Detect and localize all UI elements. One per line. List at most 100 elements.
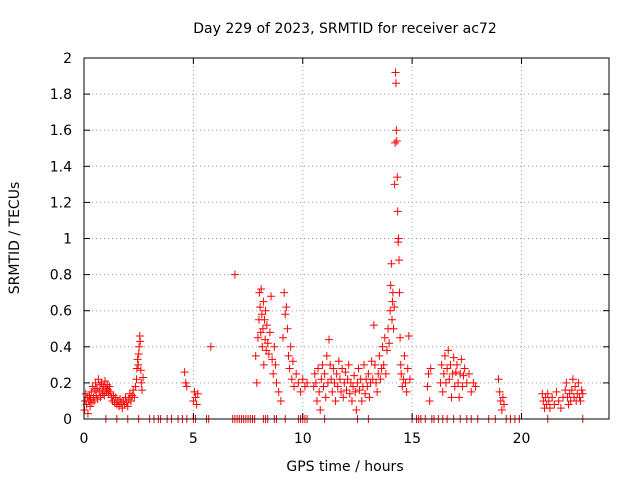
data-point [367,357,376,366]
axis-ticks: 00.20.40.60.811.21.41.61.820 5 10 15 20 [50,51,609,447]
data-point [269,369,278,378]
data-point [283,324,292,333]
chart-title: Day 229 of 2023, SRMTID for receiver ac7… [193,21,497,37]
data-point [379,360,388,369]
data-point [132,364,141,373]
data-point [286,342,295,351]
data-point [391,79,400,88]
y-tick-label: 0.2 [50,376,72,392]
data-point [294,378,303,387]
data-point [309,382,318,391]
data-point [571,382,580,391]
data-point [423,382,432,391]
data-point [263,339,272,348]
data-point [123,402,132,411]
data-point [374,369,383,378]
data-point [90,396,99,405]
x-tick-label: 5 [189,431,198,447]
data-point [106,387,115,396]
data-point [365,393,374,402]
data-point [343,375,352,384]
data-point [385,339,394,348]
data-point [548,393,557,402]
data-point [303,378,312,387]
data-point [457,355,466,364]
data-point [562,378,571,387]
data-point [134,360,143,369]
data-point [326,360,335,369]
data-point [448,369,457,378]
data-point [311,378,320,387]
data-point [322,351,331,360]
data-point [392,126,401,135]
data-point [136,337,145,346]
data-point [279,333,288,342]
data-point [397,369,406,378]
data-point [338,364,347,373]
data-point [372,378,381,387]
data-point [262,321,271,330]
data-point [256,303,265,312]
x-tick-label: 15 [403,431,421,447]
data-point [465,369,473,378]
data-point [139,373,148,382]
data-point [296,387,305,396]
data-point [396,333,405,342]
data-point [191,393,200,402]
data-point [312,396,321,405]
data-point [495,387,504,396]
y-tick-label: 1 [63,232,72,248]
data-point [319,382,328,391]
data-point [267,292,276,301]
data-point [544,396,553,405]
data-point [86,402,95,411]
data-point [391,138,400,147]
data-point [395,256,403,265]
data-point [545,404,554,413]
data-point [440,351,449,360]
x-tick-label: 0 [80,431,89,447]
data-point [471,382,480,391]
data-point [135,342,144,351]
data-point [276,396,285,405]
data-point [458,382,467,391]
data-point [403,364,412,373]
data-point [181,378,190,387]
data-point [345,389,354,398]
data-point [442,378,451,387]
y-tick-label: 1.6 [50,123,72,139]
data-point [321,393,330,402]
data-point [393,207,402,216]
data-point [136,366,145,375]
data-point [290,382,298,391]
x-tick-label: 10 [294,431,312,447]
data-point [404,331,413,340]
data-point [100,391,109,400]
data-point [265,328,274,337]
data-point [310,369,319,378]
data-point [284,351,293,360]
data-point [281,310,290,319]
data-point [390,303,399,312]
data-point [459,371,468,380]
data-point [391,68,400,77]
grid-lines [84,58,609,419]
data-point [131,382,140,391]
data-point [329,364,338,373]
data-point [255,288,264,297]
data-point [498,393,507,402]
data-point [454,378,463,387]
data-point [300,382,309,391]
data-point [230,270,239,279]
data-point [130,393,139,402]
data-point [389,324,398,333]
data-point [334,357,343,366]
data-point [357,396,366,405]
x-tick-label: 20 [513,431,531,447]
data-point [437,360,446,369]
data-point [564,400,573,409]
data-point [317,375,326,384]
data-point [576,396,585,405]
data-point [95,380,104,389]
data-point [132,375,141,384]
